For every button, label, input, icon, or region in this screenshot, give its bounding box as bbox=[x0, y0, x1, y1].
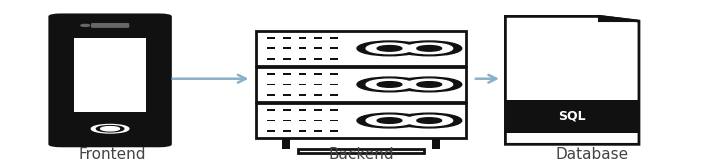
Bar bbox=[331, 58, 338, 60]
Bar bbox=[283, 84, 290, 85]
Bar bbox=[299, 73, 306, 75]
Bar bbox=[432, 138, 440, 149]
Bar bbox=[267, 73, 274, 75]
Circle shape bbox=[417, 46, 442, 51]
Circle shape bbox=[397, 113, 462, 128]
Circle shape bbox=[397, 41, 462, 56]
FancyBboxPatch shape bbox=[91, 23, 129, 28]
Circle shape bbox=[366, 43, 413, 54]
Text: Backend: Backend bbox=[329, 147, 393, 163]
Circle shape bbox=[377, 46, 402, 51]
Bar bbox=[315, 84, 322, 85]
Circle shape bbox=[97, 126, 124, 132]
Bar bbox=[315, 130, 322, 132]
Circle shape bbox=[406, 43, 453, 54]
Bar bbox=[299, 120, 306, 121]
Circle shape bbox=[417, 82, 442, 87]
Bar bbox=[315, 37, 322, 39]
Bar bbox=[331, 109, 338, 111]
Bar bbox=[256, 67, 466, 102]
Polygon shape bbox=[599, 16, 639, 21]
Polygon shape bbox=[505, 16, 639, 144]
Circle shape bbox=[406, 79, 453, 90]
Circle shape bbox=[92, 124, 129, 133]
Circle shape bbox=[417, 118, 442, 123]
Text: Database: Database bbox=[555, 147, 629, 163]
Circle shape bbox=[357, 41, 422, 56]
FancyBboxPatch shape bbox=[48, 13, 172, 147]
Bar bbox=[299, 84, 306, 85]
Bar bbox=[331, 120, 338, 121]
Bar bbox=[315, 47, 322, 49]
Bar bbox=[331, 37, 338, 39]
Text: Frontend: Frontend bbox=[78, 147, 146, 163]
Bar bbox=[283, 109, 290, 111]
Circle shape bbox=[377, 82, 402, 87]
Bar bbox=[331, 73, 338, 75]
Bar bbox=[331, 47, 338, 49]
Bar bbox=[299, 94, 306, 96]
Bar bbox=[299, 130, 306, 132]
Bar bbox=[283, 94, 290, 96]
Bar bbox=[74, 38, 146, 112]
Bar bbox=[315, 94, 322, 96]
Bar bbox=[299, 37, 306, 39]
Circle shape bbox=[397, 77, 462, 92]
Bar bbox=[267, 47, 274, 49]
Bar bbox=[299, 58, 306, 60]
Circle shape bbox=[366, 115, 413, 126]
Bar bbox=[299, 47, 306, 49]
Circle shape bbox=[366, 79, 413, 90]
Circle shape bbox=[81, 24, 90, 26]
Bar bbox=[315, 109, 322, 111]
Bar bbox=[283, 130, 290, 132]
Bar bbox=[267, 109, 274, 111]
Bar bbox=[256, 31, 466, 66]
Bar bbox=[331, 84, 338, 85]
Circle shape bbox=[101, 127, 120, 131]
Bar bbox=[299, 109, 306, 111]
Bar bbox=[267, 58, 274, 60]
Bar bbox=[331, 94, 338, 96]
Circle shape bbox=[357, 77, 422, 92]
Bar bbox=[298, 149, 424, 153]
Text: SQL: SQL bbox=[558, 110, 586, 123]
Bar bbox=[505, 100, 639, 133]
Bar bbox=[267, 94, 274, 96]
Bar bbox=[283, 37, 290, 39]
Bar bbox=[315, 73, 322, 75]
Circle shape bbox=[377, 118, 402, 123]
Bar bbox=[267, 120, 274, 121]
Bar bbox=[315, 58, 322, 60]
Bar bbox=[267, 130, 274, 132]
Bar bbox=[282, 138, 290, 149]
Circle shape bbox=[357, 113, 422, 128]
Bar bbox=[315, 120, 322, 121]
Bar bbox=[256, 103, 466, 138]
Bar bbox=[267, 37, 274, 39]
Bar bbox=[283, 73, 290, 75]
Bar bbox=[283, 120, 290, 121]
Bar bbox=[331, 130, 338, 132]
Bar bbox=[267, 84, 274, 85]
Bar bbox=[283, 47, 290, 49]
Circle shape bbox=[406, 115, 453, 126]
Bar bbox=[283, 58, 290, 60]
